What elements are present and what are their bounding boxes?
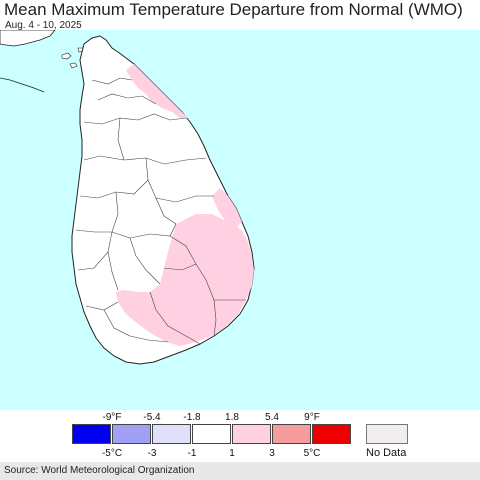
- warm-zone-north: [126, 64, 188, 118]
- legend-swatch: [312, 424, 351, 444]
- island-2: [69, 62, 78, 69]
- legend-f-tick: -1.8: [183, 412, 201, 423]
- no-data-swatch: [366, 424, 408, 444]
- color-legend: -9°F -5.4 -1.8 1.8 5.4 9°F -5°C -3 -1 1 …: [0, 408, 480, 464]
- legend-swatch: [272, 424, 311, 444]
- legend-f-tick: 5.4: [265, 412, 279, 423]
- legend-f-tick: -9°F: [102, 412, 122, 423]
- legend-swatch: [152, 424, 191, 444]
- map-canvas: [0, 30, 480, 410]
- legend-c-tick: -1: [187, 448, 197, 459]
- legend-f-tick: 9°F: [304, 412, 320, 423]
- legend-f-tick: 1.8: [225, 412, 239, 423]
- legend-swatch: [72, 424, 111, 444]
- legend-swatch: [232, 424, 271, 444]
- legend-c-tick: 1: [229, 448, 235, 459]
- source-credit: Source: World Meteorological Organizatio…: [0, 462, 480, 480]
- date-range: Aug. 4 - 10, 2025: [5, 20, 82, 31]
- india-coast-line: [0, 77, 45, 93]
- legend-f-tick: -5.4: [143, 412, 161, 423]
- no-data-label: No Data: [366, 447, 407, 459]
- warm-zone-southeast: [116, 214, 254, 346]
- legend-c-tick: -5°C: [101, 448, 123, 459]
- sri-lanka-map: [0, 30, 255, 365]
- map-title: Mean Maximum Temperature Departure from …: [4, 0, 463, 19]
- island-1: [61, 52, 72, 60]
- legend-c-tick: -3: [147, 448, 157, 459]
- india-coast: [0, 30, 56, 47]
- legend-swatch: [112, 424, 151, 444]
- district-boundaries: [75, 77, 246, 345]
- legend-c-tick: 5°C: [303, 448, 321, 459]
- legend-swatch: [192, 424, 231, 444]
- legend-c-tick: 3: [269, 448, 275, 459]
- warm-zone-east-coast: [212, 188, 242, 228]
